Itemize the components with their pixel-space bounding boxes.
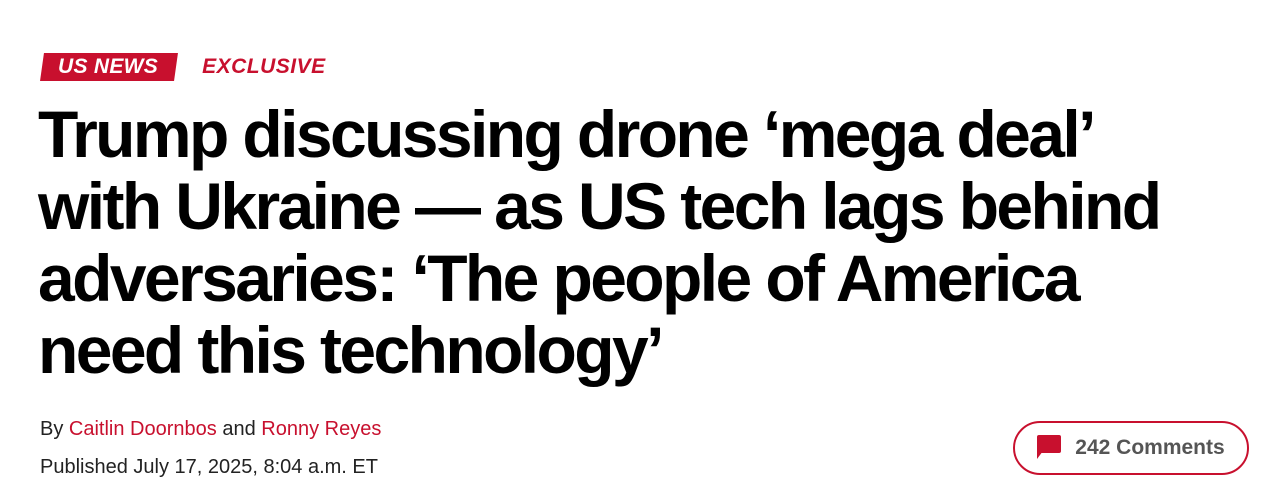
section-tag-label: US NEWS	[58, 55, 159, 78]
comments-button[interactable]: 242 Comments	[1013, 421, 1249, 475]
published-date: Published July 17, 2025, 8:04 a.m. ET	[40, 456, 378, 478]
section-tag-us-news[interactable]: US NEWS	[40, 53, 179, 81]
comments-count: 242 Comments	[1075, 436, 1225, 459]
article-tags: US NEWS EXCLUSIVE	[40, 53, 326, 81]
headline-line: Trump discussing drone ‘mega deal’	[38, 97, 1096, 171]
headline: Trump discussing drone ‘mega deal’ with …	[38, 97, 1162, 387]
byline: By Caitlin Doornbos and Ronny Reyes	[40, 418, 381, 441]
comment-bubble-icon	[1037, 435, 1063, 461]
exclusive-label: EXCLUSIVE	[202, 55, 326, 78]
headline-line: adversaries: ‘The people of America	[38, 241, 1081, 315]
byline-conjunction: and	[222, 418, 256, 440]
headline-line: with Ukraine — as US tech lags behind	[38, 169, 1162, 243]
headline-line: need this technology’	[38, 313, 664, 387]
author-link-2[interactable]: Ronny Reyes	[261, 418, 382, 440]
byline-prefix: By	[40, 418, 64, 440]
author-link-1[interactable]: Caitlin Doornbos	[68, 418, 217, 440]
